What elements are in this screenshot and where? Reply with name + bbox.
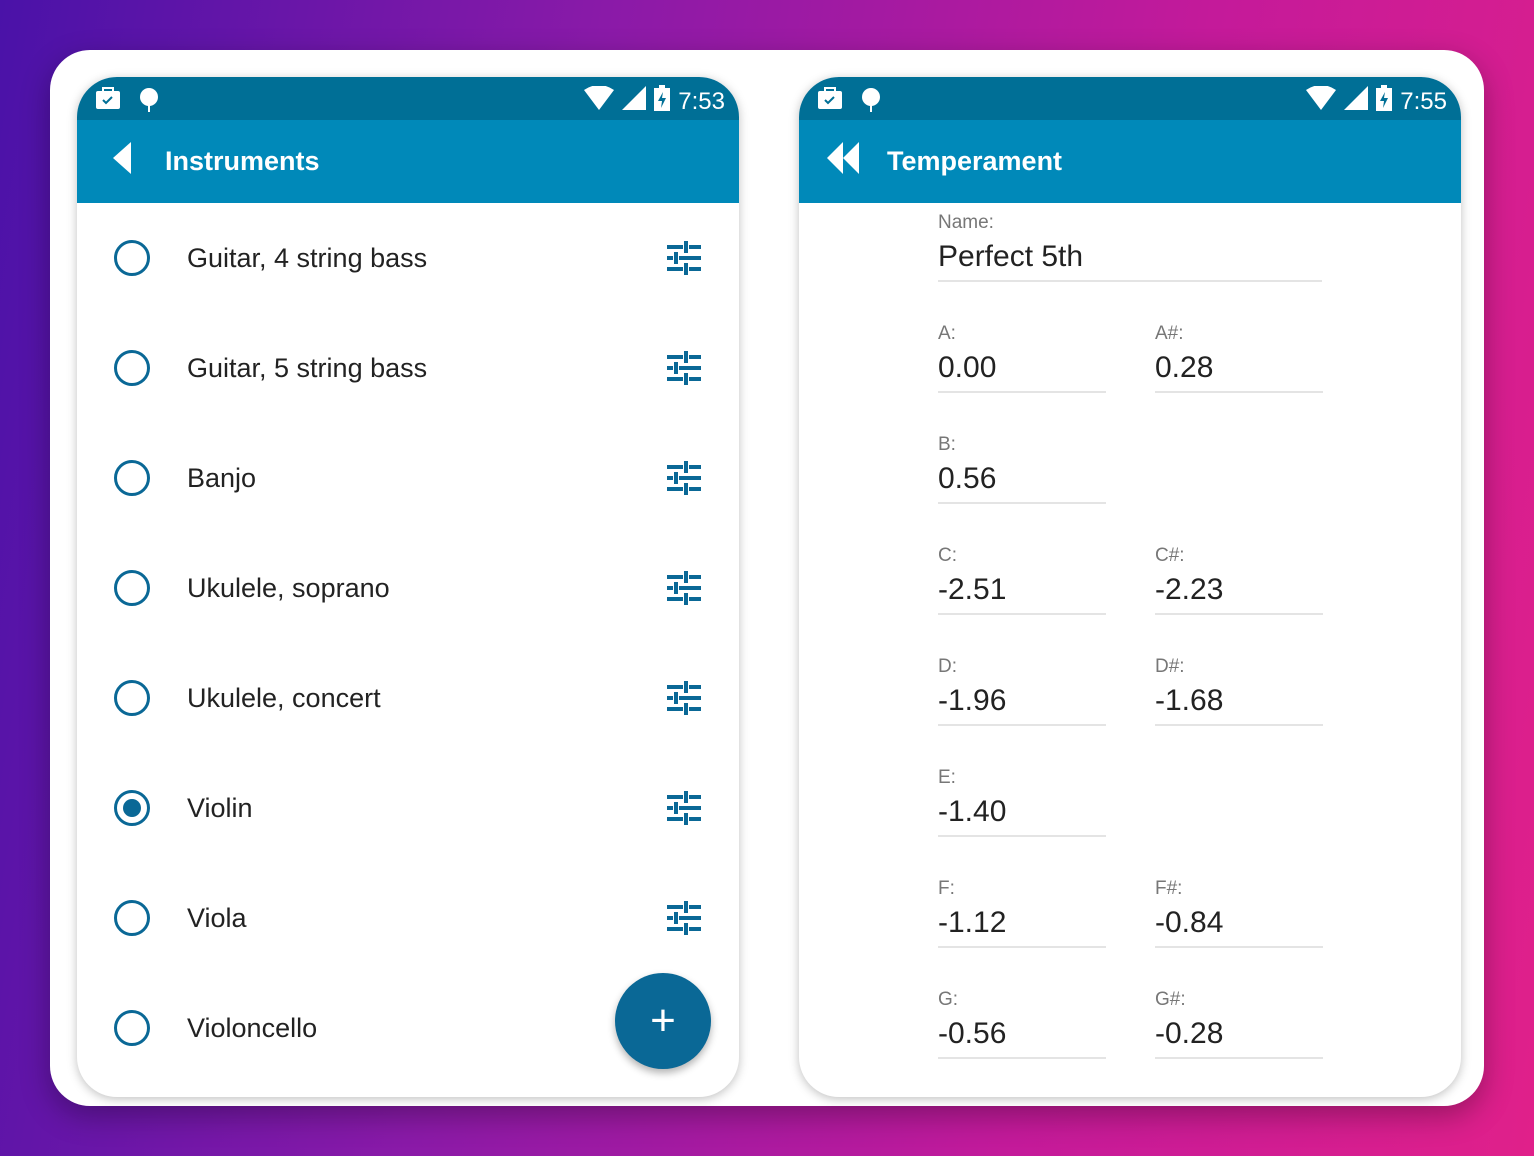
instrument-label: Violin — [187, 792, 253, 823]
note-offset-input[interactable]: -1.68 — [1155, 684, 1323, 726]
android-debug-icon — [139, 86, 159, 117]
instrument-label: Guitar, 4 string bass — [187, 242, 428, 273]
radio-button[interactable] — [114, 240, 150, 276]
note-offset-input[interactable]: -1.96 — [938, 684, 1106, 726]
note-offset-input[interactable]: -0.56 — [938, 1017, 1106, 1059]
note-offset-field[interactable]: G: -0.56 — [938, 989, 1106, 1059]
status-bar: 7:55 — [799, 77, 1461, 120]
note-offset-input[interactable]: -2.51 — [938, 573, 1106, 615]
note-label: G: — [938, 989, 959, 1010]
instrument-row[interactable]: Guitar, 5 string bass — [77, 313, 739, 423]
instrument-label: Viola — [187, 902, 247, 933]
battery-icon — [1376, 85, 1393, 118]
note-offset-field[interactable]: B: 0.56 — [938, 434, 1106, 504]
double-back-icon[interactable] — [827, 142, 859, 181]
status-bar: 7:53 — [77, 77, 739, 120]
note-label: F: — [938, 878, 955, 899]
tune-settings-icon[interactable] — [667, 351, 701, 390]
back-icon[interactable] — [113, 142, 131, 181]
instrument-label: Ukulele, concert — [187, 682, 381, 713]
radio-button[interactable] — [114, 460, 150, 496]
note-offset-field[interactable]: D#: -1.68 — [1155, 656, 1323, 726]
signal-icon — [622, 86, 647, 117]
name-input[interactable]: Perfect 5th — [938, 240, 1322, 282]
note-offset-field[interactable]: A#: 0.28 — [1155, 323, 1323, 393]
note-offset-input[interactable]: -0.28 — [1155, 1017, 1323, 1059]
battery-icon — [654, 85, 671, 118]
instrument-label: Violoncello — [187, 1012, 318, 1043]
notification-bag-icon — [817, 86, 843, 117]
instruments-screen: 7:53 Instruments Guitar, 4 string bass Gu… — [77, 77, 739, 1097]
note-label: F#: — [1155, 878, 1183, 899]
radio-button[interactable] — [114, 900, 150, 936]
instrument-label: Guitar, 5 string bass — [187, 352, 428, 383]
note-offset-input[interactable]: 0.56 — [938, 462, 1106, 504]
note-offset-field[interactable]: D: -1.96 — [938, 656, 1106, 726]
instrument-row[interactable]: Ukulele, soprano — [77, 533, 739, 643]
note-label: D: — [938, 656, 957, 677]
note-offset-input[interactable]: -1.12 — [938, 906, 1106, 948]
instrument-list: Guitar, 4 string bass Guitar, 5 string ba… — [77, 203, 739, 1083]
tune-settings-icon[interactable] — [667, 791, 701, 830]
wifi-icon — [584, 85, 615, 117]
instrument-row[interactable]: Banjo — [77, 423, 739, 533]
note-offset-input[interactable]: -2.23 — [1155, 573, 1323, 615]
note-offset-input[interactable]: -1.40 — [938, 795, 1106, 837]
radio-button[interactable] — [114, 680, 150, 716]
note-offset-field[interactable]: C: -2.51 — [938, 545, 1106, 615]
note-label: C#: — [1155, 545, 1185, 566]
clock: 7:53 — [678, 87, 725, 115]
note-offset-field[interactable]: E: -1.40 — [938, 767, 1106, 837]
wifi-icon — [1306, 85, 1337, 117]
note-label: E: — [938, 767, 956, 788]
tune-settings-icon[interactable] — [667, 901, 701, 940]
radio-button[interactable] — [114, 570, 150, 606]
app-bar: Temperament — [799, 120, 1461, 203]
signal-icon — [1344, 86, 1369, 117]
page-title: Temperament — [887, 146, 1063, 176]
radio-button[interactable] — [114, 790, 150, 826]
add-instrument-button[interactable]: + — [615, 973, 711, 1069]
temperament-screen: 7:55 Temperament Name: Perfect 5th A: 0.0… — [799, 77, 1461, 1097]
note-label: B: — [938, 434, 956, 455]
note-label: G#: — [1155, 989, 1186, 1010]
note-offset-input[interactable]: 0.28 — [1155, 351, 1323, 393]
clock: 7:55 — [1400, 87, 1447, 115]
radio-button[interactable] — [114, 350, 150, 386]
note-offset-input[interactable]: -0.84 — [1155, 906, 1323, 948]
android-debug-icon — [861, 86, 881, 117]
instrument-label: Banjo — [187, 462, 257, 493]
note-offset-field[interactable]: F#: -0.84 — [1155, 878, 1323, 948]
instrument-row[interactable]: Violin — [77, 753, 739, 863]
instrument-row[interactable]: Viola — [77, 863, 739, 973]
instrument-row[interactable]: Guitar, 4 string bass — [77, 203, 739, 313]
note-offset-field[interactable]: C#: -2.23 — [1155, 545, 1323, 615]
notification-bag-icon — [95, 86, 121, 117]
instrument-row[interactable]: Ukulele, concert — [77, 643, 739, 753]
note-offset-field[interactable]: F: -1.12 — [938, 878, 1106, 948]
note-offset-field[interactable]: G#: -0.28 — [1155, 989, 1323, 1059]
note-label: A: — [938, 323, 956, 344]
note-label: A#: — [1155, 323, 1184, 344]
tune-settings-icon[interactable] — [667, 461, 701, 500]
page-title: Instruments — [165, 146, 320, 176]
note-label: D#: — [1155, 656, 1185, 677]
radio-button[interactable] — [114, 1010, 150, 1046]
note-offset-field[interactable]: A: 0.00 — [938, 323, 1106, 393]
name-field[interactable]: Name: Perfect 5th — [938, 212, 1322, 282]
tune-settings-icon[interactable] — [667, 681, 701, 720]
name-label: Name: — [938, 212, 994, 233]
app-bar: Instruments — [77, 120, 739, 203]
instrument-label: Ukulele, soprano — [187, 572, 390, 603]
tune-settings-icon[interactable] — [667, 241, 701, 280]
note-offset-input[interactable]: 0.00 — [938, 351, 1106, 393]
tune-settings-icon[interactable] — [667, 571, 701, 610]
note-label: C: — [938, 545, 957, 566]
